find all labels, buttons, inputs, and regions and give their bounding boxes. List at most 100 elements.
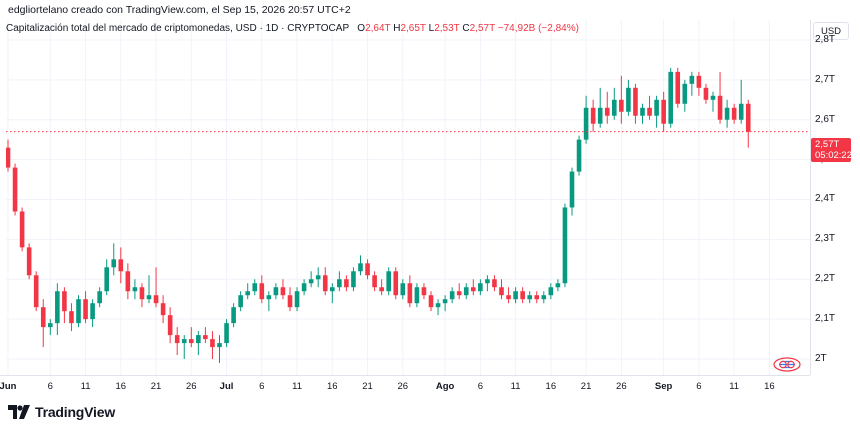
candle-body bbox=[259, 283, 265, 300]
price-chart[interactable] bbox=[6, 20, 810, 375]
candle-body bbox=[351, 271, 356, 288]
candle-body bbox=[111, 259, 117, 268]
candle-body bbox=[590, 107, 596, 124]
candle-body bbox=[40, 307, 46, 328]
price-tick-label: 2,8T bbox=[815, 33, 836, 45]
candle-body bbox=[97, 291, 102, 304]
candle-body bbox=[604, 107, 610, 116]
candle-body bbox=[555, 283, 561, 288]
price-tick-label: 2,2T bbox=[815, 273, 836, 285]
candle-body bbox=[513, 291, 518, 300]
tradingview-logo[interactable]: TradingView bbox=[8, 404, 115, 420]
candle-body bbox=[19, 211, 25, 248]
candle-body bbox=[449, 291, 455, 300]
candle-body bbox=[153, 295, 159, 304]
candle-body bbox=[189, 339, 194, 344]
price-tick-label: 2,3T bbox=[815, 233, 836, 245]
candle-body bbox=[62, 291, 67, 312]
candle-body bbox=[238, 295, 243, 308]
currency-selector[interactable]: USD bbox=[813, 22, 849, 40]
time-tick-label: Jul bbox=[219, 381, 234, 392]
candle-body bbox=[668, 71, 673, 124]
candle-body bbox=[139, 287, 145, 300]
candle-body bbox=[456, 291, 462, 296]
time-tick-label: 11 bbox=[292, 381, 302, 392]
candle-body bbox=[315, 275, 321, 280]
candle-body bbox=[527, 295, 532, 300]
candle-body bbox=[576, 139, 582, 172]
candle-body bbox=[703, 87, 709, 100]
candle-body bbox=[146, 295, 152, 300]
candle-body bbox=[308, 279, 314, 284]
time-tick-label: 16 bbox=[327, 381, 338, 392]
candle-body bbox=[562, 207, 568, 284]
candle-body bbox=[499, 287, 504, 296]
legend-l-label: L bbox=[428, 23, 435, 34]
candle-body bbox=[583, 107, 589, 140]
time-axis[interactable]: Jun 6 11 16 21 26 Jul 6 11 16 21 26 Ago 6 11 16 21 26 Sep 6… bbox=[0, 375, 810, 396]
candle-body bbox=[414, 287, 420, 304]
candle-body bbox=[393, 271, 399, 296]
candle-body bbox=[252, 283, 258, 292]
time-tick-label: 16 bbox=[115, 381, 127, 392]
time-tick-label: 26 bbox=[186, 381, 197, 392]
last-price-tag: 2,57T 05:02:22 bbox=[811, 138, 852, 162]
candle-body bbox=[273, 287, 279, 296]
time-tick-label: Ago bbox=[435, 381, 455, 392]
candlestick-chart[interactable] bbox=[6, 20, 810, 375]
candle-body bbox=[541, 295, 547, 300]
candle-body bbox=[386, 271, 391, 292]
price-tick-label: 2,4T bbox=[815, 193, 836, 205]
candle-body bbox=[203, 335, 208, 340]
candle-body bbox=[463, 287, 469, 296]
candle-body bbox=[485, 279, 490, 284]
candle-body bbox=[612, 99, 617, 116]
candle-body bbox=[435, 303, 441, 308]
candle-body bbox=[534, 295, 540, 300]
candle-body bbox=[104, 267, 109, 292]
time-tick-label: 11 bbox=[510, 381, 521, 392]
time-tick-label: 6 bbox=[477, 381, 483, 392]
candle-body bbox=[69, 311, 74, 324]
candle-body bbox=[682, 83, 688, 104]
chart-meta-text: edgliortelano creado con TradingView.com… bbox=[8, 4, 351, 16]
candle-body bbox=[717, 95, 723, 120]
candle-body bbox=[745, 103, 751, 132]
time-tick-label: Sep bbox=[654, 381, 673, 392]
candle-body bbox=[492, 279, 497, 288]
candle-body bbox=[428, 295, 434, 308]
last-price-value: 2,57T bbox=[815, 139, 840, 150]
candle-body bbox=[83, 299, 88, 320]
candle-body bbox=[506, 295, 511, 300]
candle-body bbox=[569, 171, 575, 208]
legend-high: 2,65T bbox=[400, 23, 426, 34]
candle-body bbox=[654, 99, 659, 116]
candle-body bbox=[26, 247, 32, 276]
candle-body bbox=[738, 103, 744, 120]
tradingview-logo-icon bbox=[8, 405, 30, 419]
candle-body bbox=[407, 283, 413, 304]
candle-body bbox=[379, 287, 384, 292]
candle-body bbox=[372, 275, 377, 288]
candle-body bbox=[280, 287, 286, 296]
candle-body bbox=[266, 295, 272, 300]
go-to-realtime-icon[interactable] bbox=[773, 357, 801, 372]
time-tick-label: 21 bbox=[362, 381, 373, 392]
candle-body bbox=[294, 291, 300, 308]
legend-h-label: H bbox=[393, 23, 401, 34]
candle-body bbox=[344, 279, 349, 288]
time-tick-label: 21 bbox=[580, 381, 592, 392]
price-tick-label: 2,7T bbox=[815, 73, 836, 85]
candle-body bbox=[633, 87, 638, 116]
price-axis-divider bbox=[810, 20, 811, 375]
candle-body bbox=[181, 339, 187, 344]
candle-body bbox=[287, 295, 293, 308]
candle-body bbox=[90, 303, 95, 320]
time-tick-label: 6 bbox=[696, 381, 702, 392]
candle-body bbox=[640, 107, 645, 116]
candle-body bbox=[619, 99, 624, 112]
candle-body bbox=[245, 291, 250, 296]
candle-body bbox=[478, 283, 483, 292]
candle-body bbox=[597, 107, 603, 124]
legend-change: −74,92B (−2,84%) bbox=[497, 23, 579, 34]
